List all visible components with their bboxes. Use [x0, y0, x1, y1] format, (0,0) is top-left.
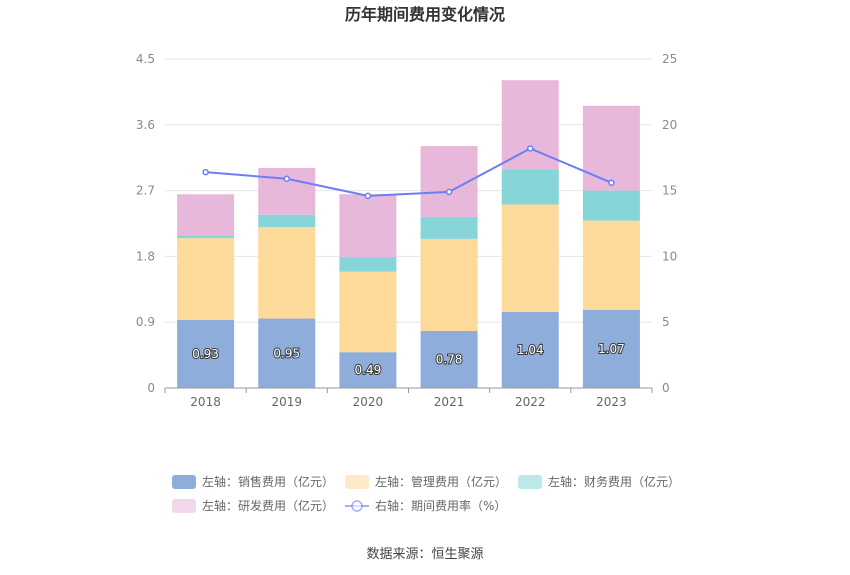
bar-segment — [582, 309, 640, 388]
left-tick-label: 3.6 — [136, 118, 155, 132]
bar-segment — [339, 194, 397, 258]
x-axis: 2018 2019 2020 2021 2022 2023 — [164, 387, 653, 409]
bar-value-label: 1.04 — [517, 343, 544, 357]
bar-segment — [177, 238, 235, 321]
bar-segment — [339, 352, 397, 388]
legend-label: 左轴：财务费用（亿元） — [548, 474, 680, 489]
legend-swatch — [345, 475, 369, 489]
bar-segment — [420, 238, 478, 331]
bar-data-labels: 0.93 0.95 0.49 0.78 1.04 1.07 — [191, 341, 626, 378]
expense-rate-line — [205, 147, 612, 197]
data-source: 数据来源：恒生聚源 — [366, 547, 483, 562]
legend-swatch — [518, 475, 542, 489]
right-tick-label: 15 — [662, 184, 677, 198]
bar-segment — [582, 190, 640, 221]
right-tick-label: 25 — [662, 52, 677, 66]
expense-rate-point — [364, 192, 372, 200]
bar-segment — [258, 227, 316, 319]
bar-segment — [258, 214, 316, 228]
bar-segment — [501, 169, 559, 205]
bar-segment — [177, 320, 235, 388]
legend-swatch — [172, 475, 196, 489]
bar-segment — [501, 80, 559, 170]
left-tick-label: 1.8 — [136, 249, 155, 263]
expense-rate-point — [202, 168, 209, 176]
bar-segment — [339, 271, 397, 353]
left-y-axis: 0 0.9 1.8 2.7 3.6 4.5 — [136, 52, 155, 395]
expense-rate-point — [608, 179, 615, 186]
expense-rate-point — [527, 145, 534, 152]
legend: 左轴：销售费用（亿元） 左轴：管理费用（亿元） 左轴：财务费用（亿元） 左轴：研发费用… — [172, 474, 680, 513]
x-tick-label: 2018 — [190, 395, 221, 409]
bar-segment — [501, 204, 559, 312]
bar-value-label: 0.49 — [355, 363, 382, 377]
x-tick-label: 2022 — [515, 395, 546, 409]
legend-swatch — [172, 499, 196, 513]
bar-segment — [177, 194, 235, 236]
gridlines — [165, 58, 652, 323]
bar-segment — [582, 220, 640, 310]
chart-title: 历年期间费用变化情况 — [345, 5, 505, 24]
left-tick-label: 0.9 — [136, 315, 155, 329]
bar-value-label: 0.93 — [192, 347, 219, 361]
legend-swatch-point — [351, 500, 363, 512]
bar-value-label: 0.78 — [436, 352, 463, 366]
bar-segment — [501, 311, 559, 388]
right-tick-label: 20 — [662, 118, 677, 132]
right-tick-label: 10 — [662, 249, 677, 263]
bar-segment — [258, 167, 316, 215]
x-tick-label: 2023 — [596, 395, 627, 409]
legend-label: 左轴：管理费用（亿元） — [375, 474, 507, 489]
line-series — [202, 145, 615, 200]
bar-segment — [420, 216, 478, 239]
x-tick-label: 2020 — [353, 395, 384, 409]
bar-segment — [177, 235, 235, 239]
left-tick-label: 4.5 — [136, 52, 155, 66]
right-y-axis: 0 5 10 15 20 25 — [662, 52, 677, 395]
bar-series — [177, 80, 640, 388]
bar-value-label: 0.95 — [273, 346, 300, 360]
expense-rate-point — [445, 188, 453, 196]
left-tick-label: 0 — [147, 381, 155, 395]
legend-label: 左轴：销售费用（亿元） — [202, 474, 334, 489]
bar-segment — [420, 330, 478, 388]
right-tick-label: 5 — [662, 315, 670, 329]
right-tick-label: 0 — [662, 381, 670, 395]
bar-segment — [582, 105, 640, 191]
left-tick-label: 2.7 — [136, 184, 155, 198]
legend-label: 左轴：研发费用（亿元） — [202, 498, 334, 513]
expense-rate-point — [283, 175, 290, 183]
bar-segment — [339, 257, 397, 272]
x-tick-label: 2021 — [434, 395, 465, 409]
x-tick-label: 2019 — [271, 395, 302, 409]
bar-segment — [258, 318, 316, 388]
bar-value-label: 1.07 — [598, 342, 625, 356]
legend-label: 右轴：期间费用率（%） — [375, 498, 506, 513]
